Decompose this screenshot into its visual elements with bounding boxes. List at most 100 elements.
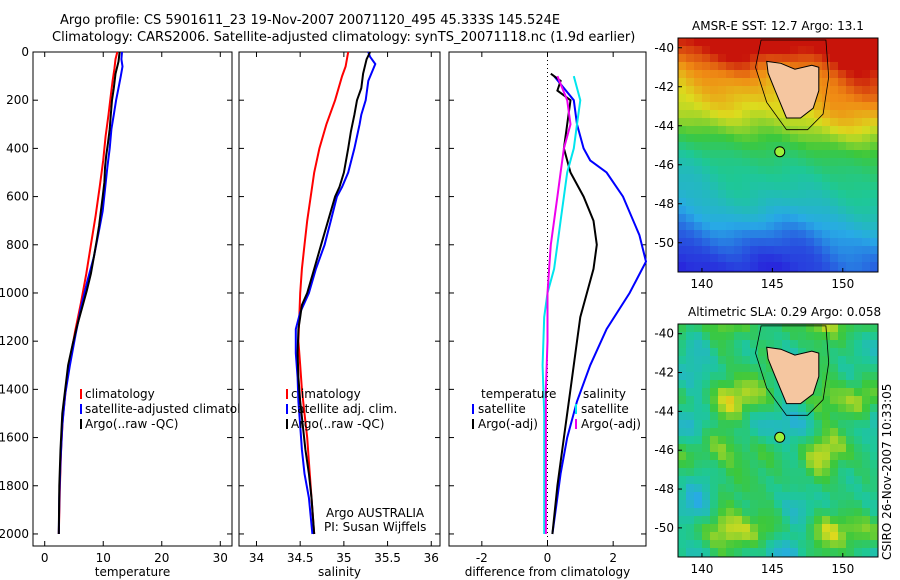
map-cell: [694, 380, 702, 388]
map-cell: [710, 452, 718, 460]
map-cell: [806, 134, 814, 142]
map-cell: [838, 246, 846, 254]
map-cell: [822, 118, 830, 126]
map-cell: [734, 508, 742, 516]
map-cell: [766, 198, 774, 206]
map-cell: [758, 142, 766, 150]
map-cell: [838, 62, 846, 70]
x-tick-label: 35.5: [374, 551, 401, 565]
map-cell: [798, 254, 806, 262]
map-cell: [838, 86, 846, 94]
map-cell: [790, 436, 798, 444]
map-cell: [830, 38, 838, 46]
map-cell: [734, 492, 742, 500]
map-cell: [774, 548, 782, 556]
map-cell: [806, 428, 814, 436]
map-cell: [678, 540, 686, 548]
map-cell: [694, 428, 702, 436]
map-cell: [734, 38, 742, 46]
map-cell: [702, 118, 710, 126]
map-cell: [862, 340, 870, 348]
map-cell: [694, 230, 702, 238]
map-cell: [814, 452, 822, 460]
map-cell: [830, 150, 838, 158]
map-cell: [862, 94, 870, 102]
map-cell: [750, 356, 758, 364]
map-cell: [710, 214, 718, 222]
map-cell: [822, 388, 830, 396]
map-cell: [750, 404, 758, 412]
map-cell: [734, 436, 742, 444]
map-cell: [710, 492, 718, 500]
map-cell: [798, 500, 806, 508]
map-cell: [726, 468, 734, 476]
map-cell: [806, 158, 814, 166]
map-cell: [710, 388, 718, 396]
map-cell: [694, 150, 702, 158]
map-cell: [694, 516, 702, 524]
map-cell: [686, 126, 694, 134]
map-cell: [694, 86, 702, 94]
x-axis-label: temperature: [95, 565, 170, 579]
map-cell: [838, 78, 846, 86]
map-cell: [742, 404, 750, 412]
map-cell: [718, 332, 726, 340]
map-cell: [854, 476, 862, 484]
map-cell: [806, 444, 814, 452]
map-cell: [694, 540, 702, 548]
map-cell: [702, 460, 710, 468]
map-cell: [686, 46, 694, 54]
legend-label: salinity: [583, 387, 626, 401]
map-cell: [718, 246, 726, 254]
map-cell: [678, 190, 686, 198]
map-cell: [814, 150, 822, 158]
map-cell: [734, 230, 742, 238]
map-cell: [838, 372, 846, 380]
map-cell: [870, 396, 878, 404]
map-cell: [710, 150, 718, 158]
map-cell: [734, 110, 742, 118]
map-cell: [854, 118, 862, 126]
tasmania-land: [766, 60, 820, 119]
map-cell: [822, 142, 830, 150]
x-tick-label: 150: [831, 562, 854, 576]
map-cell: [822, 356, 830, 364]
map-cell: [870, 126, 878, 134]
map-cell: [726, 94, 734, 102]
map-cell: [710, 324, 718, 332]
map-cell: [854, 500, 862, 508]
map-cell: [702, 46, 710, 54]
map-cell: [862, 524, 870, 532]
map-cell: [854, 332, 862, 340]
map-cell: [838, 460, 846, 468]
map-cell: [758, 500, 766, 508]
map-cell: [830, 182, 838, 190]
y-tick-label: 600: [6, 190, 29, 204]
x-tick-label: 20: [154, 551, 169, 565]
map-cell: [854, 262, 862, 270]
map-cell: [678, 78, 686, 86]
map-cell: [726, 492, 734, 500]
map-cell: [742, 110, 750, 118]
y-tick-label: 0: [21, 45, 29, 59]
map-cell: [726, 86, 734, 94]
map-cell: [758, 340, 766, 348]
map-cell: [814, 500, 822, 508]
map-cell: [766, 332, 774, 340]
map-cell: [750, 396, 758, 404]
x-axis-label: difference from climatology: [465, 565, 631, 579]
map-cell: [678, 62, 686, 70]
map-cell: [726, 54, 734, 62]
map-cell: [814, 428, 822, 436]
map-cell: [854, 54, 862, 62]
map-cell: [822, 540, 830, 548]
map-cell: [782, 532, 790, 540]
map-cell: [694, 492, 702, 500]
map-cell: [870, 476, 878, 484]
map-cell: [846, 206, 854, 214]
map-cell: [734, 214, 742, 222]
map-cell: [862, 516, 870, 524]
map-cell: [726, 476, 734, 484]
map-cell: [686, 246, 694, 254]
map-cell: [774, 166, 782, 174]
